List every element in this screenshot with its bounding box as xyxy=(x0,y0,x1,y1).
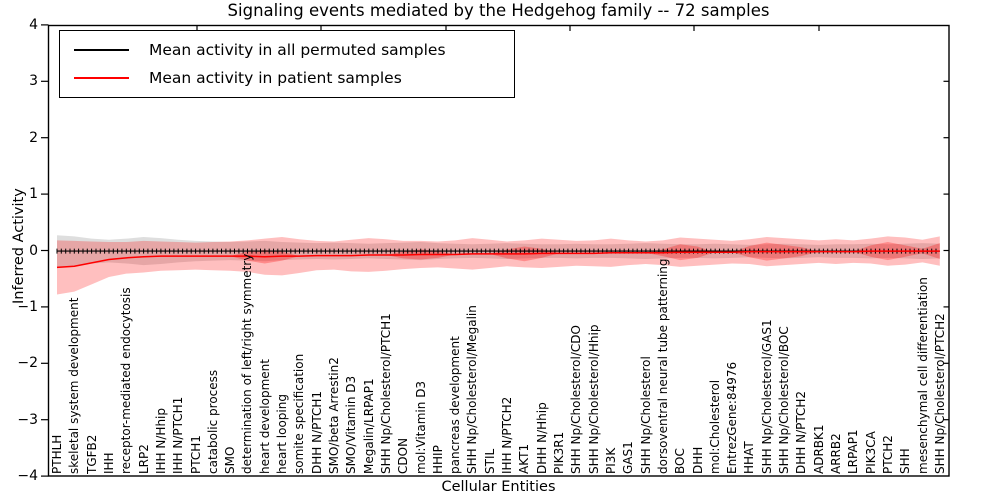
x-tick-label: DHH N/Hhip xyxy=(534,402,549,474)
x-tick-label: skeletal system development xyxy=(67,297,82,474)
x-tick-label: somite specification xyxy=(292,353,307,474)
y-tick-label: 2 xyxy=(29,129,38,146)
legend-label-patient: Mean activity in patient samples xyxy=(149,69,402,87)
x-tick-label: receptor-mediated endocytosis xyxy=(119,287,134,474)
x-tick-label: IHH xyxy=(101,452,116,474)
x-tick-label: SHH Np/Cholesterol/Megalin xyxy=(465,305,480,474)
y-tick-label: 4 xyxy=(29,16,38,33)
x-tick-label: Megalin/LRPAP1 xyxy=(361,378,376,474)
legend-line-permuted-icon xyxy=(74,49,129,51)
x-tick-label: pancreas development xyxy=(448,336,463,474)
x-tick-label: SHH Np/Cholesterol/PTCH2 xyxy=(932,313,947,474)
x-tick-label: SHH xyxy=(898,448,913,474)
x-tick-label: HHAT xyxy=(742,441,757,474)
x-tick-label: catabolic process xyxy=(205,369,220,474)
x-tick-label: BOC xyxy=(673,448,688,474)
y-tick-label: 3 xyxy=(29,73,38,90)
x-tick-label: GAS1 xyxy=(621,441,636,474)
x-tick-label: mol:Cholesterol xyxy=(707,379,722,474)
y-tick-label: −4 xyxy=(17,468,38,485)
patient-mean-line xyxy=(56,250,940,269)
legend-label-permuted: Mean activity in all permuted samples xyxy=(149,41,446,59)
x-tick-label: SHH Np/Cholesterol/Hhip xyxy=(586,324,601,474)
x-tick-label: STIL xyxy=(482,448,497,474)
x-tick-label: ARRB2 xyxy=(828,433,843,474)
x-tick-label: dorsoventral neural tube patterning xyxy=(655,258,670,474)
x-tick-label: IHH N/PTCH1 xyxy=(171,396,186,474)
x-tick-label: SMO xyxy=(223,446,238,474)
x-tick-label: PTCH2 xyxy=(880,435,895,474)
x-tick-label: LRPAP1 xyxy=(846,429,861,474)
legend-item-permuted: Mean activity in all permuted samples xyxy=(60,36,514,64)
y-tick-label: 0 xyxy=(29,242,38,259)
x-tick-label: PTCH1 xyxy=(188,435,203,474)
y-tick-label: −3 xyxy=(17,411,38,428)
x-tick-label: heart development xyxy=(257,359,272,474)
band-patient-std xyxy=(57,236,940,295)
x-tick-label: IHH N/Hhip xyxy=(153,408,168,474)
x-tick-label: PI3K xyxy=(603,447,618,474)
y-axis-tick-labels: 4 3 2 1 0 −1 −2 −3 −4 xyxy=(0,0,41,500)
x-tick-label: SHH Np/Cholesterol/BOC xyxy=(777,326,791,474)
y-tick-label: −2 xyxy=(17,355,38,372)
x-tick-label: determination of left/right symmetry xyxy=(240,253,255,474)
x-tick-label: PIK3R1 xyxy=(552,431,566,474)
x-tick-label: SHH Np/Cholesterol/CDO xyxy=(569,325,584,474)
x-tick-label: CDON xyxy=(396,437,411,474)
x-tick-label: SHH Np/Cholesterol xyxy=(638,356,653,474)
x-tick-label: DHH xyxy=(690,446,705,474)
legend-line-patient-icon xyxy=(74,77,129,79)
y-tick-label: 1 xyxy=(29,186,38,203)
x-tick-label: IHH N/PTCH2 xyxy=(500,396,515,474)
x-tick-label: SMO/beta Arrestin2 xyxy=(327,357,341,474)
x-tick-label: DHH N/PTCH2 xyxy=(794,390,809,474)
x-tick-label: HHIP xyxy=(430,445,445,474)
x-tick-label: PIK3CA xyxy=(863,431,878,474)
x-tick-label: TGFB2 xyxy=(84,434,99,474)
x-tick-label: SHH Np/Cholesterol/PTCH1 xyxy=(378,313,393,474)
legend: Mean activity in all permuted samples Me… xyxy=(59,30,515,98)
x-tick-label: LRP2 xyxy=(136,444,151,474)
y-axis-title: Inferred Activity xyxy=(11,188,27,304)
x-tick-label: heart looping xyxy=(275,394,289,474)
band-patient-std-inner xyxy=(57,242,940,268)
x-tick-label: mol:Vitamin D3 xyxy=(413,380,428,474)
x-tick-label: SHH Np/Cholesterol/GAS1 xyxy=(759,319,774,474)
legend-item-patient: Mean activity in patient samples xyxy=(60,64,514,92)
x-tick-label: mesenchymal cell differentiation xyxy=(915,277,930,474)
y-tick-label: −1 xyxy=(17,298,38,315)
x-tick-label: PTHLH xyxy=(50,434,64,474)
x-tick-label: EntrezGene:84976 xyxy=(725,361,740,474)
chart-title: Signaling events mediated by the Hedgeho… xyxy=(227,1,770,20)
x-tick-label: AKT1 xyxy=(517,443,532,474)
x-tick-label: SMO/Vitamin D3 xyxy=(344,375,359,474)
x-axis-title: Cellular Entities xyxy=(441,479,556,495)
x-tick-label: ADRBK1 xyxy=(811,424,826,474)
x-tick-label: DHH N/PTCH1 xyxy=(309,390,324,474)
